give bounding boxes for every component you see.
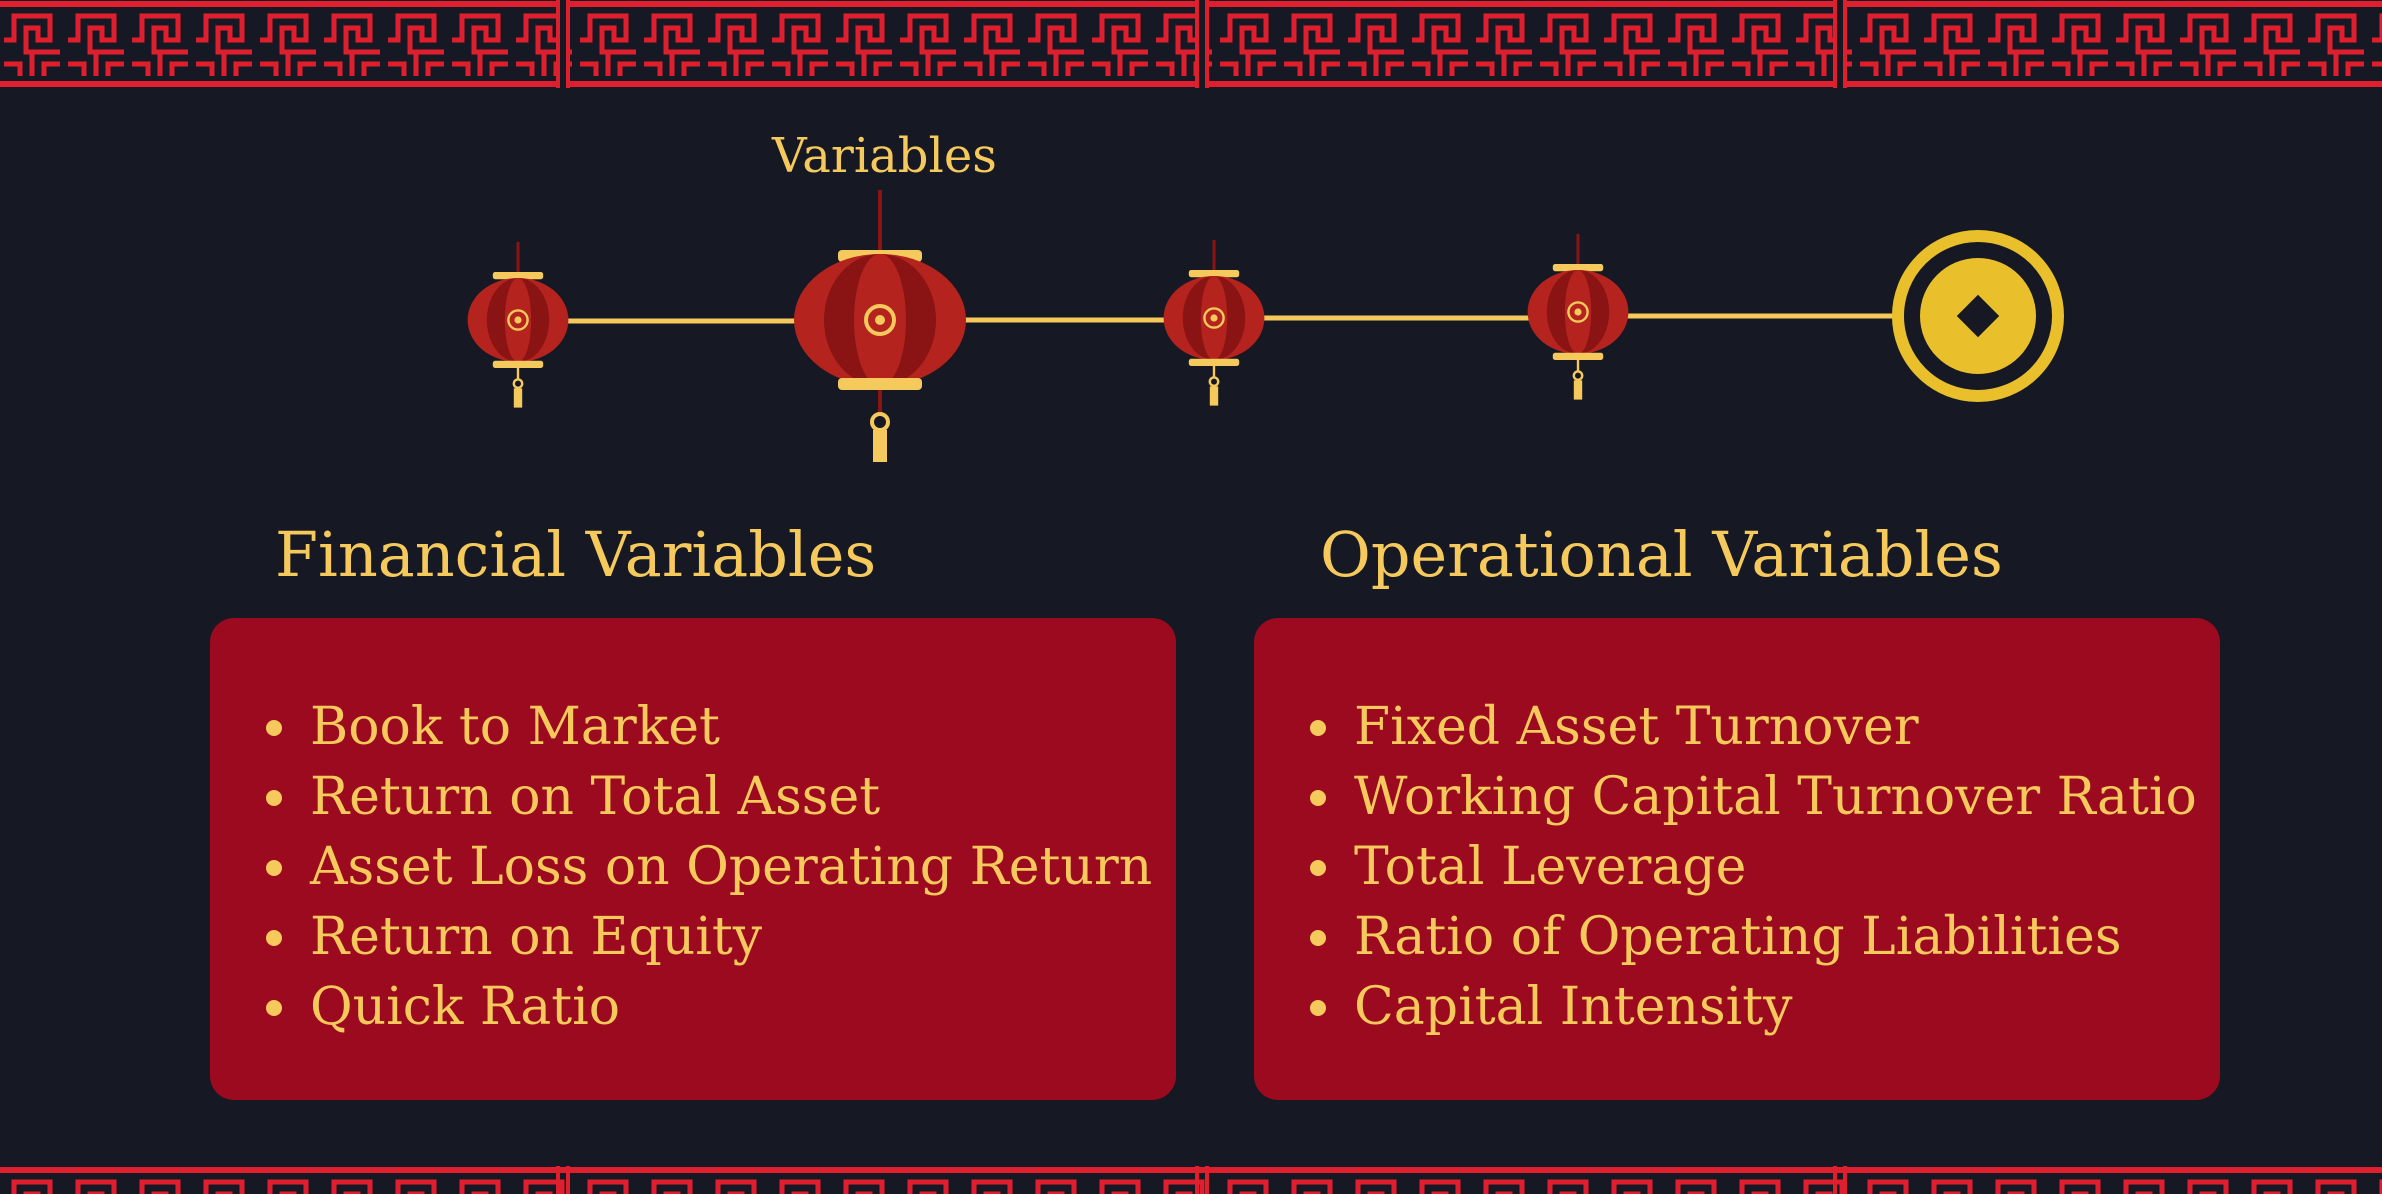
coin-icon	[1892, 230, 2064, 402]
bottom-fretwork-border	[0, 1166, 2382, 1194]
list-item: Fixed Asset Turnover	[1306, 692, 2220, 762]
financial-heading: Financial Variables	[275, 518, 877, 591]
list-item: Asset Loss on Operating Return	[262, 832, 1176, 902]
timeline-label: Variables	[772, 128, 997, 184]
list-item: Return on Equity	[262, 902, 1176, 972]
list-item: Ratio of Operating Liabilities	[1306, 902, 2220, 972]
operational-heading: Operational Variables	[1320, 518, 2003, 591]
list-item: Total Leverage	[1306, 832, 2220, 902]
financial-list: Book to Market Return on Total Asset Ass…	[262, 692, 1176, 1042]
lantern-icon	[794, 190, 966, 462]
list-item: Return on Total Asset	[262, 762, 1176, 832]
timeline-connector	[560, 313, 1895, 324]
financial-card: Book to Market Return on Total Asset Ass…	[210, 618, 1176, 1100]
list-item: Book to Market	[262, 692, 1176, 762]
list-item: Quick Ratio	[262, 972, 1176, 1042]
lantern-icon	[467, 241, 569, 408]
lantern-timeline	[467, 190, 2064, 462]
list-item: Working Capital Turnover Ratio	[1306, 762, 2220, 832]
operational-card: Fixed Asset Turnover Working Capital Tur…	[1254, 618, 2220, 1100]
top-fretwork-border	[0, 0, 2382, 88]
operational-list: Fixed Asset Turnover Working Capital Tur…	[1306, 692, 2220, 1042]
lantern-icon	[1527, 233, 1629, 400]
list-item: Capital Intensity	[1306, 972, 2220, 1042]
lantern-icon	[1163, 239, 1265, 406]
